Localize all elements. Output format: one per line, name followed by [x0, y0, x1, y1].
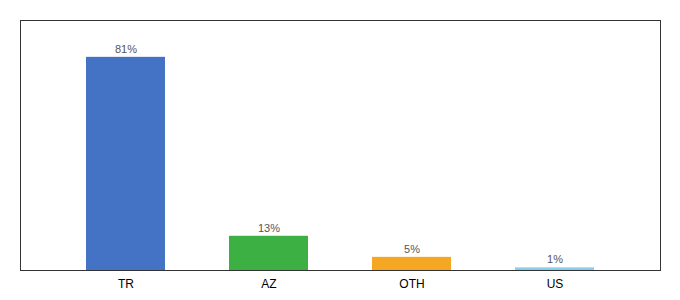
svg-text:81%: 81%	[115, 43, 137, 55]
svg-text:13%: 13%	[258, 222, 280, 234]
svg-text:1%: 1%	[547, 253, 563, 265]
svg-text:AZ: AZ	[261, 277, 276, 291]
svg-text:TR: TR	[118, 277, 134, 291]
svg-text:US: US	[547, 277, 564, 291]
svg-text:5%: 5%	[404, 243, 420, 255]
svg-text:OTH: OTH	[399, 277, 424, 291]
